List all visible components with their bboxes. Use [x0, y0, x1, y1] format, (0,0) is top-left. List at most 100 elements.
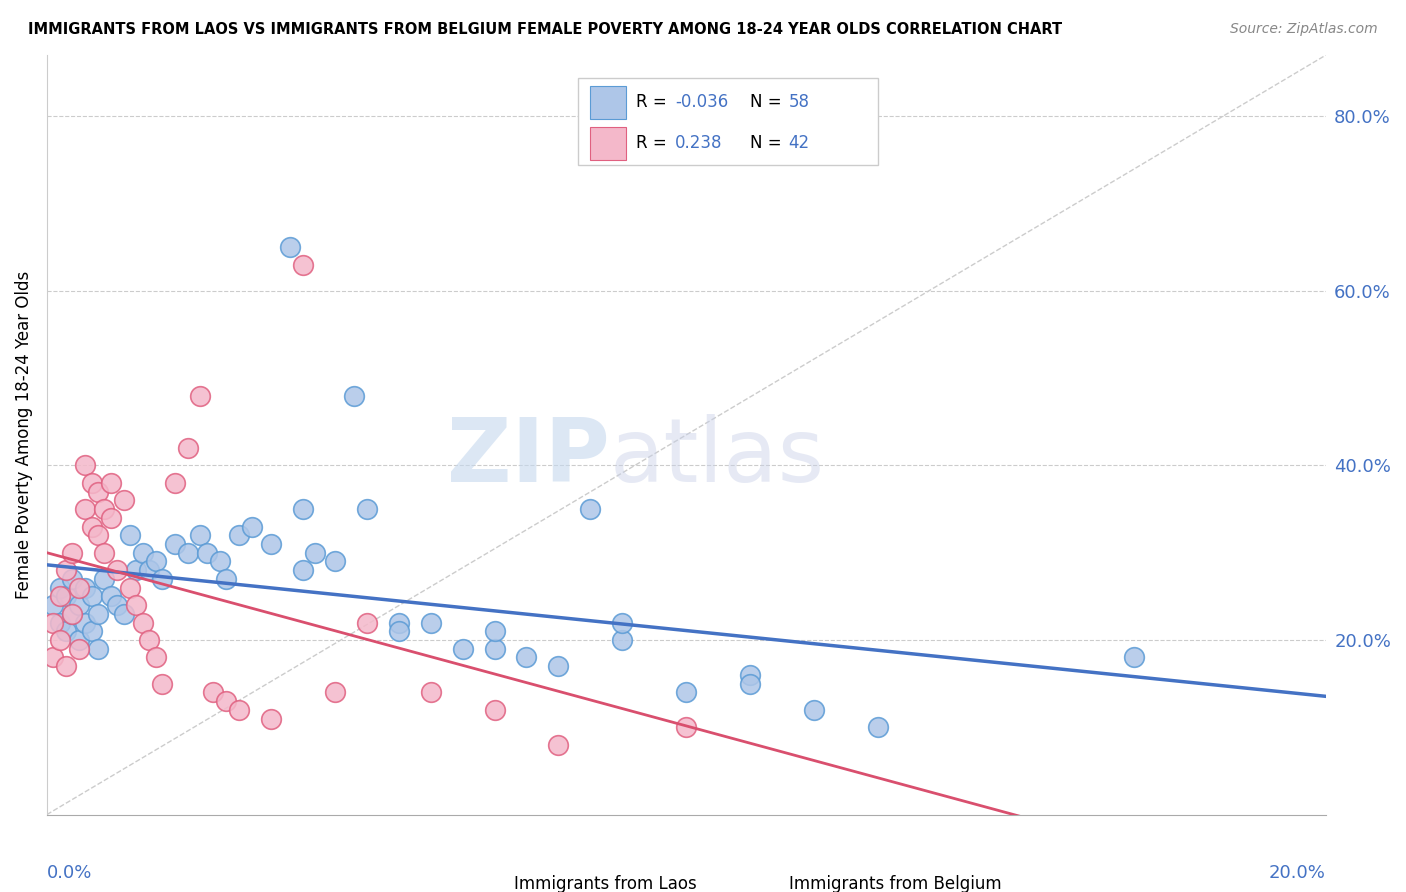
Point: [176, 441, 198, 455]
Point: [868, 720, 890, 734]
Point: [118, 581, 141, 595]
Text: Immigrants from Belgium: Immigrants from Belgium: [789, 875, 1001, 892]
Point: [75, 458, 97, 473]
Point: [138, 563, 160, 577]
Point: [291, 258, 314, 272]
Point: [484, 703, 506, 717]
Point: [150, 676, 173, 690]
Point: [740, 676, 762, 690]
Point: [163, 475, 186, 490]
Point: [260, 712, 283, 726]
Point: [48, 615, 70, 630]
FancyBboxPatch shape: [578, 78, 879, 165]
Point: [675, 685, 697, 699]
Point: [138, 632, 160, 647]
Point: [55, 624, 77, 639]
Point: [323, 685, 346, 699]
Point: [67, 632, 90, 647]
Point: [356, 502, 378, 516]
Point: [240, 519, 263, 533]
Point: [75, 581, 97, 595]
Point: [100, 590, 122, 604]
Point: [62, 607, 84, 621]
Point: [55, 659, 77, 673]
Point: [612, 615, 634, 630]
Point: [67, 641, 90, 656]
Point: [740, 668, 762, 682]
Point: [190, 388, 212, 402]
Point: [42, 615, 65, 630]
Point: [80, 519, 103, 533]
Point: [112, 607, 135, 621]
Point: [215, 694, 238, 708]
Point: [132, 546, 155, 560]
Point: [93, 572, 115, 586]
Point: [215, 572, 238, 586]
Bar: [756, 869, 782, 892]
Point: [163, 537, 186, 551]
Point: [93, 502, 115, 516]
Text: -0.036: -0.036: [675, 94, 728, 112]
Text: R =: R =: [637, 94, 672, 112]
Text: 0.238: 0.238: [675, 135, 723, 153]
Text: Source: ZipAtlas.com: Source: ZipAtlas.com: [1230, 22, 1378, 37]
Point: [612, 632, 634, 647]
Text: 20.0%: 20.0%: [1270, 864, 1326, 882]
Point: [260, 537, 283, 551]
Point: [93, 546, 115, 560]
Point: [304, 546, 326, 560]
Point: [145, 650, 167, 665]
Point: [547, 738, 569, 752]
Point: [547, 659, 569, 673]
Point: [48, 590, 70, 604]
Point: [515, 650, 537, 665]
Point: [80, 624, 103, 639]
Text: N =: N =: [751, 135, 787, 153]
Point: [75, 502, 97, 516]
Point: [190, 528, 212, 542]
Text: N =: N =: [751, 94, 787, 112]
Point: [451, 641, 474, 656]
Text: 58: 58: [789, 94, 810, 112]
Text: Immigrants from Laos: Immigrants from Laos: [513, 875, 696, 892]
Point: [803, 703, 825, 717]
Point: [105, 598, 128, 612]
Point: [62, 607, 84, 621]
Point: [42, 598, 65, 612]
Point: [208, 554, 231, 568]
Point: [87, 641, 110, 656]
Point: [105, 563, 128, 577]
Text: atlas: atlas: [610, 414, 825, 501]
Point: [343, 388, 366, 402]
Point: [419, 685, 441, 699]
Bar: [591, 86, 626, 119]
Point: [75, 615, 97, 630]
Point: [125, 598, 148, 612]
Point: [55, 563, 77, 577]
Point: [87, 607, 110, 621]
Point: [228, 703, 250, 717]
Point: [80, 475, 103, 490]
Text: R =: R =: [637, 135, 672, 153]
Point: [228, 528, 250, 542]
Text: IMMIGRANTS FROM LAOS VS IMMIGRANTS FROM BELGIUM FEMALE POVERTY AMONG 18-24 YEAR : IMMIGRANTS FROM LAOS VS IMMIGRANTS FROM …: [28, 22, 1063, 37]
Point: [125, 563, 148, 577]
Point: [48, 581, 70, 595]
Point: [87, 484, 110, 499]
Point: [112, 493, 135, 508]
Point: [195, 546, 218, 560]
Point: [132, 615, 155, 630]
Point: [291, 502, 314, 516]
Point: [48, 632, 70, 647]
Bar: [591, 127, 626, 160]
Text: 0.0%: 0.0%: [46, 864, 93, 882]
Point: [87, 528, 110, 542]
Y-axis label: Female Poverty Among 18-24 Year Olds: Female Poverty Among 18-24 Year Olds: [15, 271, 32, 599]
Point: [356, 615, 378, 630]
Point: [150, 572, 173, 586]
Point: [67, 581, 90, 595]
Point: [118, 528, 141, 542]
Text: 42: 42: [789, 135, 810, 153]
Point: [42, 650, 65, 665]
Text: ZIP: ZIP: [447, 414, 610, 501]
